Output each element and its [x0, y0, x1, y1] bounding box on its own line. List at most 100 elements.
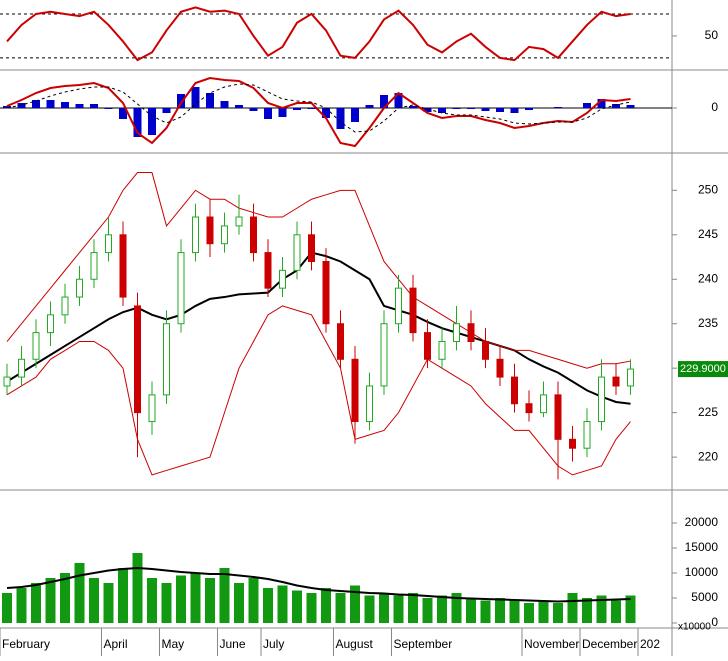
candle-body	[18, 358, 25, 378]
volume-bar	[422, 598, 433, 623]
volume-bar	[45, 578, 56, 623]
histogram-bar	[554, 107, 562, 108]
histogram-bar	[510, 108, 519, 113]
candle-body	[569, 438, 576, 449]
series-line	[6, 566, 631, 603]
volume-bar	[190, 573, 201, 623]
candle-body	[32, 332, 40, 360]
candle-body	[206, 216, 214, 245]
histogram-bar	[423, 108, 432, 112]
histogram-bar	[119, 108, 127, 119]
y-tick-label: 0	[711, 615, 718, 629]
histogram-bar	[32, 100, 40, 108]
histogram-bar	[394, 93, 403, 108]
volume-bar	[509, 600, 520, 623]
y-tick-label: 240	[698, 271, 718, 285]
volume-bar	[567, 593, 578, 623]
volume-bar	[495, 598, 505, 623]
candle-body	[409, 287, 417, 334]
histogram-bar	[336, 108, 345, 129]
y-tick-label: 15000	[685, 540, 719, 554]
volume-bar	[538, 600, 549, 623]
volume-bar	[553, 603, 563, 623]
histogram-bar	[235, 105, 243, 108]
candle-body	[264, 252, 272, 289]
volume-bar	[524, 603, 534, 623]
y-tick-label: 245	[698, 227, 718, 241]
y-tick-label: 10000	[685, 565, 719, 579]
volume-bar	[60, 573, 70, 623]
volume-bar	[466, 598, 476, 623]
histogram-bar	[249, 108, 258, 111]
candle-body	[163, 323, 170, 396]
histogram-bar	[322, 108, 330, 118]
x-tick-label: February	[2, 637, 50, 651]
candle-body	[511, 376, 518, 405]
volume-bar	[321, 588, 331, 623]
histogram-bar	[597, 99, 606, 108]
candle-body	[598, 376, 605, 423]
candle-body	[612, 376, 620, 387]
series-line	[6, 172, 631, 369]
candle-body	[351, 358, 359, 423]
series-line	[6, 251, 631, 405]
histogram-bar	[104, 108, 113, 109]
series-line	[6, 6, 631, 62]
candle-body	[250, 216, 257, 254]
volume-bar	[393, 595, 404, 623]
histogram-bar	[496, 108, 504, 112]
y-tick-label: 235	[698, 316, 718, 330]
volume-bar	[480, 600, 491, 623]
volume-bar	[161, 583, 172, 623]
x-tick-label: July	[263, 637, 284, 651]
histogram-bar	[612, 104, 620, 108]
candle-body	[583, 421, 591, 449]
volume-bar	[147, 578, 157, 623]
y-tick-label: 250	[698, 183, 718, 197]
volume-bar	[234, 583, 244, 623]
histogram-bar	[380, 95, 388, 108]
volume-bar	[625, 595, 636, 623]
histogram-bar	[177, 94, 185, 108]
x-tick-label: April	[104, 637, 128, 651]
candle-body	[3, 376, 11, 387]
candle-body	[308, 234, 315, 262]
candle-body	[337, 323, 344, 360]
volume-bar	[379, 593, 389, 623]
candle-body	[61, 296, 69, 316]
candle-body	[322, 260, 330, 325]
y-tick-label: 20000	[685, 515, 719, 529]
volume-bar	[118, 568, 128, 623]
histogram-bar	[467, 108, 475, 109]
histogram-bar	[220, 101, 229, 108]
x-tick-label: December	[582, 637, 637, 651]
y-tick-label: 50	[705, 28, 719, 42]
volume-bar	[611, 600, 621, 623]
histogram-bar	[438, 108, 446, 113]
histogram-bar	[583, 103, 591, 108]
candle-body	[119, 234, 127, 298]
histogram-bar	[365, 105, 374, 108]
histogram-bar	[351, 108, 359, 122]
volume-bar	[219, 568, 230, 623]
histogram-bar	[293, 108, 301, 110]
y-tick-label: 0	[711, 100, 718, 114]
candle-body	[424, 332, 431, 360]
volume-bar	[205, 578, 215, 623]
candle-body	[438, 341, 446, 360]
volume-bar	[74, 563, 85, 623]
histogram-bar	[90, 104, 98, 108]
candle-body	[221, 225, 228, 245]
series-line	[6, 305, 631, 476]
x-tick-label: May	[162, 637, 185, 651]
candle-body	[47, 314, 54, 334]
unit-label: x10000	[678, 622, 711, 633]
volume-bar	[176, 575, 186, 623]
candle-body	[279, 269, 286, 289]
candle-body	[177, 252, 185, 325]
histogram-bar	[264, 108, 272, 119]
candle-body	[540, 394, 547, 414]
histogram-bar	[133, 108, 142, 137]
histogram-bar	[307, 108, 316, 109]
